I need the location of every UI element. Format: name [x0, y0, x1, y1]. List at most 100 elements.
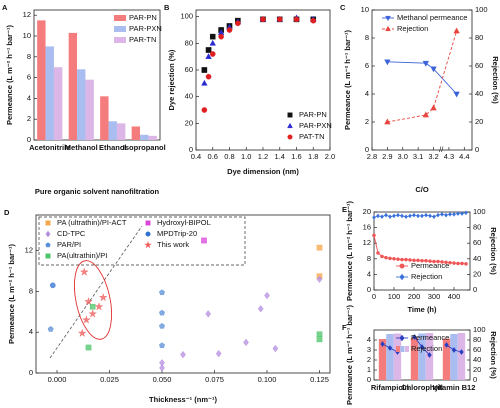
- legend-label: MPDTrip-20: [157, 229, 197, 238]
- marker: [205, 310, 212, 318]
- marker: [430, 104, 437, 111]
- legend-marker: [399, 273, 405, 281]
- legend-marker: [287, 134, 293, 140]
- panel-label: C: [340, 3, 346, 12]
- bar: [37, 20, 46, 140]
- y2-tick-label: 40: [475, 89, 483, 98]
- x-tick-label: 0.125: [310, 375, 329, 384]
- marker: [201, 107, 208, 113]
- y-tick-label: 0: [367, 285, 371, 294]
- x-tick-label: 1.6: [291, 152, 301, 161]
- x-axis-label: Thickness⁻¹ (nm⁻¹): [149, 395, 217, 404]
- y2-tick-label: 0: [475, 145, 479, 154]
- legend-swatch: [400, 346, 405, 352]
- x-tick-label: 300: [428, 292, 441, 301]
- bar: [116, 123, 126, 140]
- x-tick-label: 0.6: [208, 152, 218, 161]
- legend-marker: [399, 334, 405, 342]
- x-axis-label: Time (h): [407, 305, 437, 314]
- legend-label: Hydroxyl-BIPOL: [157, 218, 211, 227]
- marker: [98, 292, 108, 302]
- marker: [85, 344, 92, 351]
- highlight-ellipse: [73, 260, 113, 340]
- y-tick-label: 4: [367, 269, 371, 278]
- marker: [460, 211, 464, 216]
- marker: [424, 212, 428, 218]
- series-line: [373, 235, 467, 265]
- marker: [422, 60, 430, 67]
- y-tick-label: 0: [367, 375, 371, 384]
- marker: [464, 262, 468, 266]
- legend-label: PAR-PN: [129, 13, 157, 22]
- legend-swatch: [114, 37, 126, 43]
- marker: [388, 214, 392, 220]
- marker: [50, 282, 56, 289]
- marker: [380, 214, 384, 220]
- y2-tick-label: 60: [475, 61, 483, 70]
- y-axis-label: Permeance (L m⁻² h⁻¹ bar⁻¹): [345, 200, 354, 301]
- marker: [453, 27, 460, 34]
- x-tick-label: 0.025: [100, 375, 119, 384]
- y2-axis-label: Rejection (%): [491, 56, 500, 104]
- marker: [404, 214, 408, 220]
- marker: [264, 291, 270, 300]
- legend-marker: [385, 15, 391, 22]
- y2-tick-label: 0: [473, 375, 477, 384]
- legend-label: CD-TPC: [57, 229, 86, 238]
- x-tick-label: Ethanol: [99, 143, 127, 152]
- marker: [257, 305, 264, 313]
- y-tick-label: 60: [185, 65, 193, 74]
- x-tick-label: Acetonitrile: [29, 143, 70, 152]
- x-tick-label: 400: [448, 292, 461, 301]
- marker: [404, 257, 408, 262]
- marker: [316, 275, 323, 283]
- marker: [384, 118, 391, 125]
- bar: [108, 121, 117, 140]
- plot-frame: [35, 214, 331, 374]
- marker: [89, 303, 96, 310]
- y2-tick-label: 20: [473, 269, 481, 278]
- y-axis-label: Permeance (L m⁻² h⁻¹ bar⁻¹): [5, 24, 14, 125]
- marker: [384, 212, 388, 218]
- marker: [205, 47, 212, 53]
- legend-swatch: [114, 26, 126, 32]
- legend-label: PAR/PI: [57, 240, 81, 249]
- marker: [428, 259, 432, 263]
- bar: [85, 79, 94, 140]
- legend-label: PAR-PXN: [129, 24, 162, 33]
- marker: [412, 212, 416, 218]
- legend-marker: [287, 122, 293, 129]
- marker: [396, 212, 400, 218]
- bar: [148, 135, 157, 140]
- bar: [140, 134, 149, 140]
- panel-label: B: [164, 3, 170, 12]
- x-tick-label: 100: [388, 292, 401, 301]
- marker: [460, 261, 464, 266]
- legend-swatch: [396, 346, 400, 352]
- y-tick-label: 20: [185, 118, 193, 127]
- y2-tick-label: 40: [473, 355, 481, 364]
- marker: [448, 260, 452, 265]
- x-tick-label: 0: [372, 292, 376, 301]
- y-tick-label: 8: [27, 52, 31, 61]
- marker: [453, 91, 460, 98]
- y2-tick-label: 20: [475, 117, 483, 126]
- x-tick-label: 0.000: [48, 375, 67, 384]
- y-tick-label: 4: [27, 93, 31, 102]
- y-tick-label: 1: [367, 365, 371, 374]
- y-tick-label: 6: [27, 73, 31, 82]
- x-tick-label: 2.8: [367, 152, 377, 161]
- y-tick-label: 8: [367, 254, 371, 263]
- marker: [412, 258, 416, 263]
- legend-label: Permeance: [411, 333, 449, 342]
- y2-tick-label: 0: [473, 285, 477, 294]
- bar: [418, 333, 426, 380]
- x-tick-label: 1.2: [258, 152, 268, 161]
- x-tick-label: 1.4: [275, 152, 285, 161]
- y-tick-label: 40: [185, 92, 193, 101]
- x-tick-label: 4.4: [459, 152, 469, 161]
- y-tick-label: 2: [367, 355, 371, 364]
- legend-marker: [45, 242, 51, 248]
- marker: [159, 342, 165, 348]
- y-tick-label: 12: [363, 238, 371, 247]
